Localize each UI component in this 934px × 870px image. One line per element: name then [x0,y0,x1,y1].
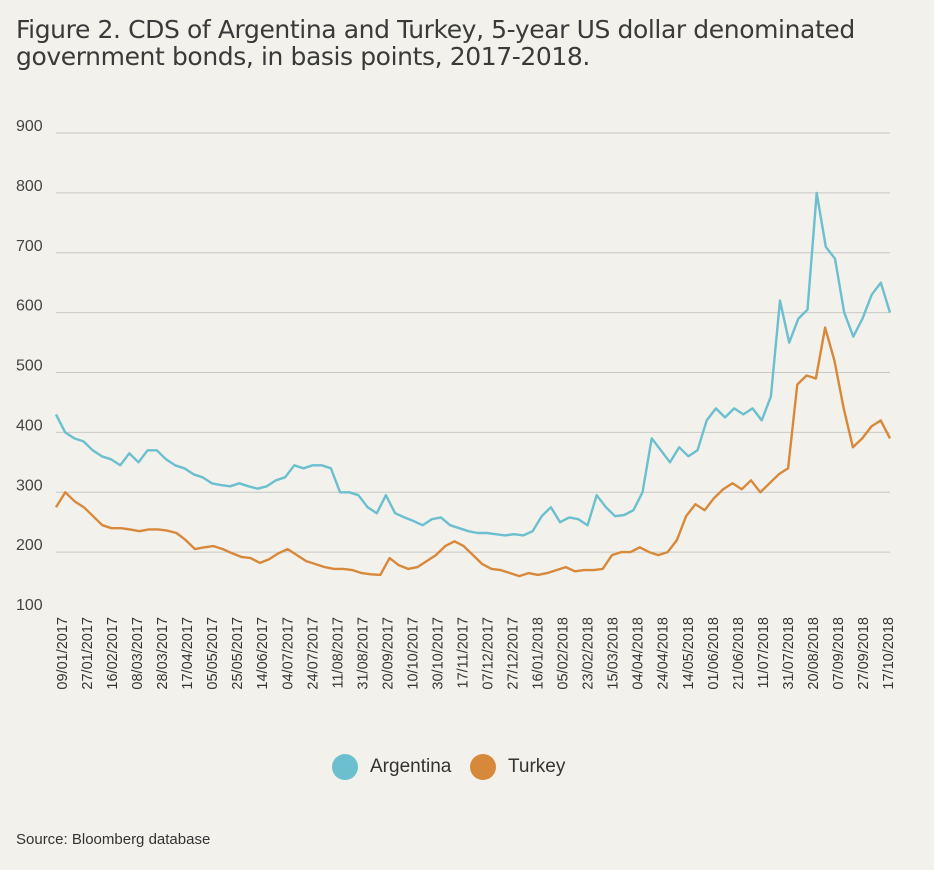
x-tick-label: 04/04/2018 [631,617,647,690]
legend-argentina-label: Argentina [370,756,452,777]
x-tick-label: 25/05/2017 [230,617,246,690]
x-tick-label: 27/01/2017 [80,617,96,690]
x-tick-label: 27/12/2017 [506,617,522,690]
x-tick-label: 07/09/2018 [831,617,847,690]
x-tick-label: 31/08/2017 [355,617,371,690]
legend-argentina: Argentina [332,752,451,782]
series-line-argentina [54,191,892,537]
x-tick-label: 14/06/2017 [255,617,271,690]
x-tick-label: 08/03/2017 [130,617,146,690]
x-tick-label: 14/05/2018 [681,617,697,690]
x-tick-label: 16/01/2018 [531,617,547,690]
x-tick-label: 20/09/2017 [380,617,396,690]
grid-lines [56,132,890,553]
legend-argentina-swatch [332,754,358,780]
x-tick-label: 11/07/2018 [756,617,772,689]
y-tick-label: 600 [16,298,43,315]
series-line-turkey [54,326,892,578]
x-tick-label: 10/10/2017 [405,617,421,690]
y-tick-label: 700 [16,238,43,255]
x-axis: 09/01/2017 27/01/2017 16/02/2017 08/03/2017… [55,617,897,690]
x-tick-label: 31/07/2018 [781,617,797,690]
x-tick-label: 16/02/2017 [105,617,121,690]
x-tick-label: 15/03/2018 [606,617,622,690]
source-note: Source: Bloomberg database [16,831,211,848]
legend-turkey-label: Turkey [508,756,566,777]
x-tick-label: 17/10/2018 [881,617,897,690]
legend-turkey-swatch [470,754,496,780]
x-tick-label: 01/06/2018 [706,617,722,690]
x-tick-label: 17/04/2017 [180,617,196,690]
chart-title: Figure 2. CDS of Argentina and Turkey, 5… [16,15,855,71]
x-tick-label: 17/11/2017 [455,617,471,689]
y-tick-label: 400 [16,417,43,434]
x-tick-label: 04/07/2017 [280,617,296,690]
y-tick-label: 800 [16,178,43,195]
x-tick-label: 28/03/2017 [155,617,171,690]
series-lines [54,191,892,578]
x-tick-label: 20/08/2018 [806,617,822,690]
y-tick-label: 900 [16,118,43,135]
y-tick-label: 200 [16,537,43,554]
legend-turkey: Turkey [470,752,565,782]
x-tick-label: 07/12/2017 [481,617,497,690]
x-tick-label: 24/04/2018 [656,617,672,690]
y-axis: 100 200 300 400 500 600 700 800 900 [16,118,43,614]
x-tick-label: 05/02/2018 [556,617,572,690]
y-tick-label: 100 [16,597,43,614]
x-tick-label: 05/05/2017 [205,617,221,690]
x-tick-label: 24/07/2017 [305,617,321,690]
y-tick-label: 300 [16,477,43,494]
x-tick-label: 11/08/2017 [330,617,346,689]
y-tick-label: 500 [16,358,43,375]
x-tick-label: 27/09/2018 [856,617,872,690]
x-tick-label: 30/10/2017 [430,617,446,690]
x-tick-label: 09/01/2017 [55,617,71,690]
x-tick-label: 23/02/2018 [581,617,597,690]
x-tick-label: 21/06/2018 [731,617,747,690]
